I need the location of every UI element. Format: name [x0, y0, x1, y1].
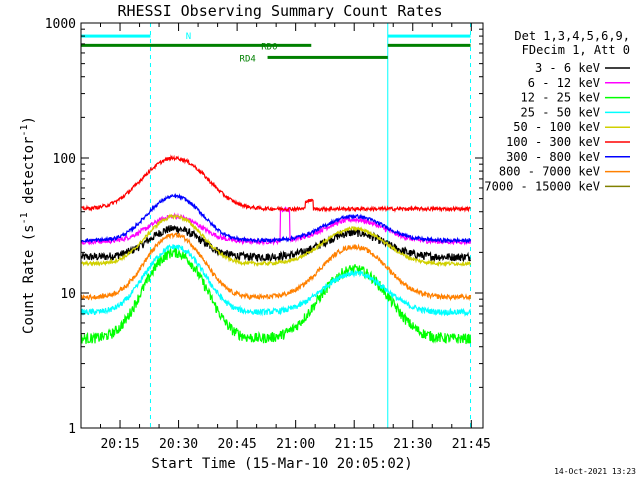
legend: Det 1,3,4,5,6,9, FDecim 1, Att 0 3 - 6 k…	[484, 29, 630, 193]
x-tick-label: 21:45	[452, 437, 491, 452]
y-tick-label: 10	[60, 287, 76, 302]
legend-label: 25 - 50 keV	[521, 105, 600, 119]
x-tick-labels: 20:15 20:30 20:45 21:00 21:15 21:30 21:45	[100, 437, 490, 452]
legend-label: 7000 - 15000 keV	[484, 179, 600, 193]
legend-label: 100 - 300 keV	[506, 135, 600, 149]
mode-bar	[81, 34, 151, 38]
y-axis-label-tail-sup: -1	[19, 124, 30, 136]
mode-bar-label: RD0	[261, 42, 277, 52]
y-tick-label: 1	[68, 422, 76, 437]
plot-area: N RD0 RD4	[81, 23, 472, 428]
y-axis-label-main: Count Rate (s	[21, 224, 37, 334]
x-tick-label: 21:00	[276, 437, 315, 452]
mode-bar	[81, 43, 312, 47]
x-axis-label: Start Time (15-Mar-10 20:05:02)	[151, 456, 412, 472]
series-line	[81, 192, 472, 245]
mode-bar-label: N	[186, 32, 191, 42]
y-tick-labels: 1 10 100 1000	[45, 17, 76, 437]
x-tick-label: 21:15	[335, 437, 374, 452]
y-axis-label: Count Rate (s-1 detector-1)	[19, 116, 37, 334]
series-line	[81, 243, 472, 318]
legend-label: 300 - 800 keV	[506, 150, 600, 164]
y-axis-label-close: )	[21, 116, 37, 124]
footer-timestamp: 14-Oct-2021 13:23	[554, 467, 636, 476]
mode-bar	[267, 55, 388, 59]
legend-header-line-2: FDecim 1, Att 0	[522, 43, 630, 57]
legend-label: 6 - 12 keV	[528, 76, 600, 90]
mode-bar	[387, 34, 471, 38]
y-axis-label-sup: -1	[19, 212, 30, 224]
x-tick-label: 21:30	[393, 437, 432, 452]
chart-title: RHESSI Observing Summary Count Rates	[117, 2, 442, 20]
x-tick-label: 20:45	[218, 437, 257, 452]
series-line	[81, 154, 471, 213]
mode-bar	[387, 43, 471, 47]
mode-bar-label: RD4	[240, 54, 256, 64]
y-axis-label-tail: detector	[21, 137, 37, 213]
legend-label: 50 - 100 keV	[513, 120, 600, 134]
axis-ticks	[81, 23, 483, 429]
series-line	[81, 213, 472, 268]
series-line	[81, 247, 472, 345]
legend-label: 12 - 25 keV	[521, 91, 600, 105]
series-line	[81, 224, 472, 263]
legend-header-line-1: Det 1,3,4,5,6,9,	[514, 29, 630, 43]
x-tick-label: 20:30	[159, 437, 198, 452]
y-tick-label: 100	[53, 152, 76, 167]
series-line	[81, 232, 472, 302]
plot-frame	[80, 22, 484, 429]
x-tick-label: 20:15	[100, 437, 139, 452]
y-tick-label: 1000	[45, 17, 76, 32]
legend-label: 3 - 6 keV	[535, 61, 600, 75]
legend-label: 800 - 7000 keV	[499, 165, 600, 179]
